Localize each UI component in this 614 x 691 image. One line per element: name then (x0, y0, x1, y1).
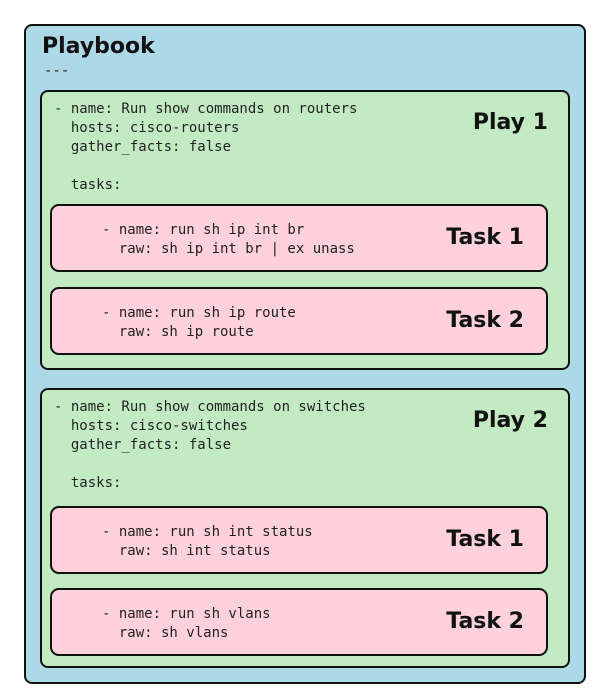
play-1-task-2-label: Task 2 (446, 308, 524, 333)
play-2-label: Play 2 (472, 408, 548, 433)
yaml-document-start: --- (44, 63, 70, 79)
play-1-box: - name: Run show commands on routers hos… (40, 90, 570, 370)
play-2-task-1-box: - name: run sh int status raw: sh int st… (50, 506, 548, 574)
play-1-task-1-code: - name: run sh ip int br raw: sh ip int … (102, 222, 355, 257)
play-1-task-1-label: Task 1 (446, 225, 524, 250)
play-1-code: - name: Run show commands on routers hos… (54, 101, 358, 193)
play-2-code: - name: Run show commands on switches ho… (54, 399, 366, 491)
play-2-task-2-code: - name: run sh vlans raw: sh vlans (102, 606, 271, 641)
play-2-task-2-label: Task 2 (446, 609, 524, 634)
play-2-task-1-label: Task 1 (446, 527, 524, 552)
play-2-task-1-code: - name: run sh int status raw: sh int st… (102, 524, 313, 559)
playbook-title: Playbook (42, 34, 155, 59)
play-1-label: Play 1 (472, 110, 548, 135)
play-1-task-2-box: - name: run sh ip route raw: sh ip route… (50, 287, 548, 355)
playbook-container: Playbook --- - name: Run show commands o… (24, 24, 586, 684)
play-1-task-2-code: - name: run sh ip route raw: sh ip route (102, 305, 296, 340)
play-2-box: - name: Run show commands on switches ho… (40, 388, 570, 668)
play-2-task-2-box: - name: run sh vlans raw: sh vlans Task … (50, 588, 548, 656)
play-1-task-1-box: - name: run sh ip int br raw: sh ip int … (50, 204, 548, 272)
